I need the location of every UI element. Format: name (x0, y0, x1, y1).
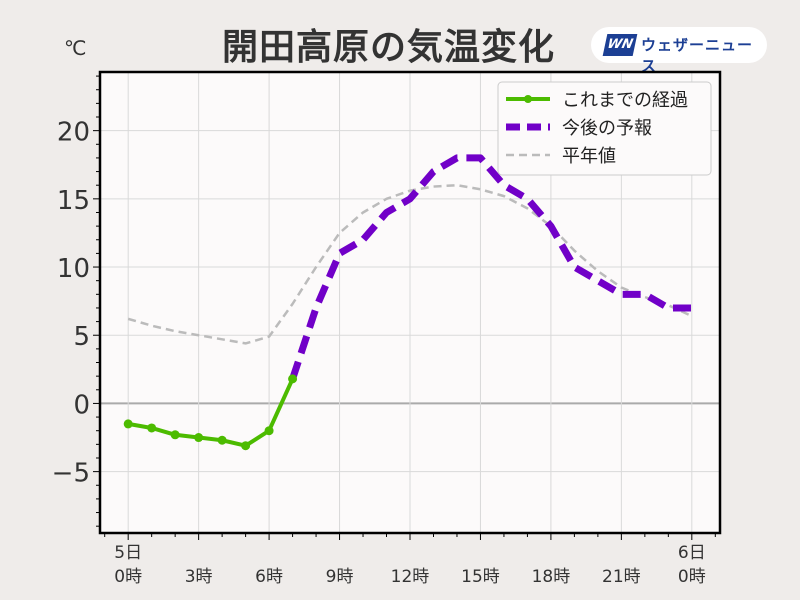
y-axis-unit: ℃ (64, 36, 87, 60)
y-tick-label: 20 (57, 118, 90, 148)
legend-label: これまでの経過 (562, 90, 688, 111)
plot-frame (98, 70, 722, 535)
forecast-series-line (289, 154, 692, 380)
x-tick-label: 12時 (391, 567, 430, 587)
observed-point (147, 423, 157, 433)
x-tick-label: 0時 (114, 567, 142, 587)
y-tick-label: 15 (57, 186, 90, 216)
normal-series-line (127, 183, 693, 345)
x-tick-label: 3時 (185, 567, 213, 587)
x-tick-label: 6時 (255, 567, 283, 587)
x-tick-label: 21時 (602, 567, 641, 587)
x-tick-label: 9時 (326, 567, 354, 587)
observed-point (241, 441, 251, 451)
legend-box (497, 81, 712, 176)
x-tick-label: 15時 (461, 567, 500, 587)
y-tick-label: −5 (52, 459, 90, 489)
legend-label: 平年値 (562, 146, 616, 167)
legend-label: 今後の予報 (562, 118, 652, 139)
x-tick-label: 18時 (532, 567, 571, 587)
observed-point (170, 430, 180, 440)
logo-text: ウェザーニュース (641, 36, 754, 75)
x-tick-label: 6日 (678, 543, 706, 563)
x-tick-label: 5日 (114, 543, 142, 563)
observed-point (264, 426, 274, 436)
observed-point (217, 435, 227, 445)
observed-point (123, 419, 133, 429)
legend-marker (524, 95, 532, 103)
y-tick-label: 10 (57, 254, 90, 284)
y-tick-label: 0 (73, 390, 90, 420)
observed-point (194, 433, 204, 443)
y-tick-label: 5 (73, 322, 90, 352)
chart-title: 開田高原の気温変化 (222, 27, 556, 68)
observed-point (288, 374, 298, 384)
weathernews-logo: WN ウェザーニュース (591, 27, 767, 75)
x-tick-label: 0時 (678, 567, 706, 587)
